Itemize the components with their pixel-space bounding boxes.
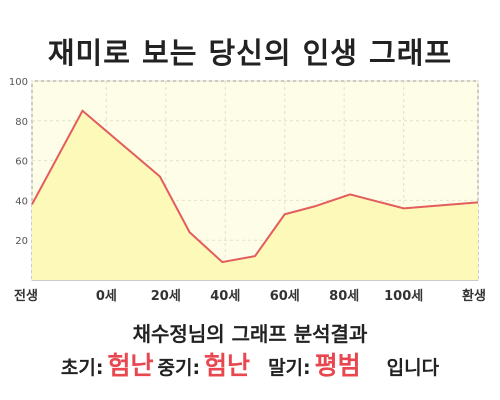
late-label: 말기:: [268, 357, 311, 379]
middle-value: 험난: [204, 351, 251, 380]
area-fill: [32, 110, 478, 280]
x-tick-label: 80세: [329, 289, 359, 304]
middle-label: 중기:: [157, 357, 201, 379]
y-axis-ticks: 20 40 60 80 100: [9, 77, 28, 247]
x-tick-label: 0세: [96, 289, 117, 304]
analysis-heading: 채수정님의 그래프 분석결과: [132, 322, 368, 346]
x-tick-label: 40세: [210, 289, 240, 304]
early-value: 험난: [107, 351, 154, 380]
y-tick-label: 20: [15, 236, 28, 247]
x-tick-label: 60세: [270, 289, 300, 304]
x-tick-label: 환생: [462, 288, 486, 304]
x-axis-ticks: 전생 0세 20세 40세 60세 80세 100세 환생: [14, 288, 486, 304]
y-tick-label: 100: [9, 77, 28, 88]
suffix-text: 입니다: [386, 357, 440, 379]
y-tick-label: 40: [15, 196, 28, 207]
early-label: 초기:: [60, 357, 104, 379]
page-title: 재미로 보는 당신의 인생 그래프: [47, 36, 453, 70]
x-tick-label: 전생: [14, 288, 38, 304]
y-tick-label: 60: [15, 157, 28, 168]
x-tick-label: 100세: [384, 289, 423, 304]
x-tick-label: 20세: [151, 289, 181, 304]
analysis-result: 초기: 험난 중기: 험난 말기: 평범 입니다: [0, 346, 500, 382]
series-line: [31, 109, 479, 264]
late-value: 평범: [314, 351, 361, 380]
y-tick-label: 80: [15, 117, 28, 128]
